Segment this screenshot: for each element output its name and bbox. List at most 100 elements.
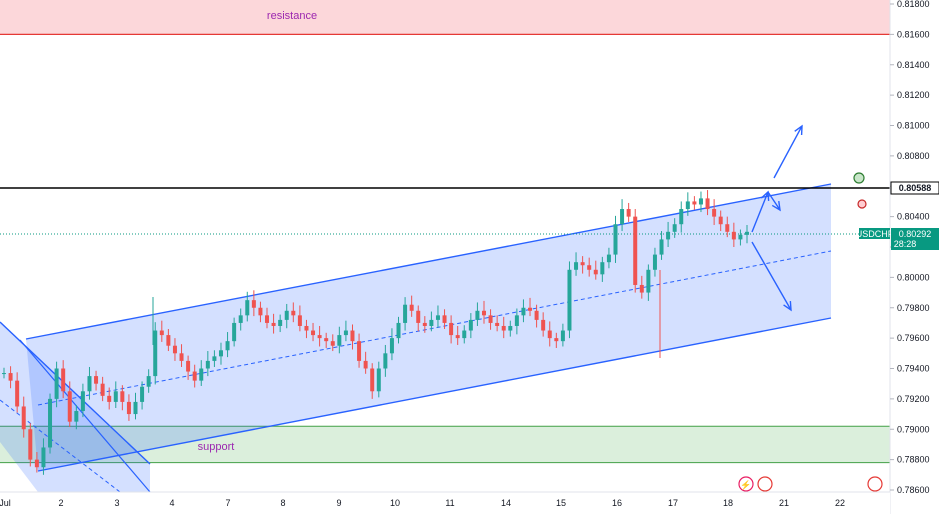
rising-channel-fill[interactable] bbox=[26, 184, 831, 471]
candle-body[interactable] bbox=[284, 310, 289, 320]
candle-body[interactable] bbox=[67, 391, 72, 422]
projection-arrow-up-1[interactable] bbox=[751, 191, 769, 233]
candle-body[interactable] bbox=[140, 386, 145, 402]
candle-body[interactable] bbox=[186, 360, 191, 372]
candle-body[interactable] bbox=[633, 216, 638, 285]
falling-channel-lower-line[interactable] bbox=[19, 339, 151, 493]
price-axis[interactable] bbox=[890, 0, 939, 514]
candle-body[interactable] bbox=[541, 319, 546, 331]
candle-body[interactable] bbox=[389, 338, 394, 354]
candle-body[interactable] bbox=[179, 353, 184, 361]
level-price-tag[interactable] bbox=[890, 181, 939, 195]
candle-body[interactable] bbox=[462, 330, 467, 339]
candle-body[interactable] bbox=[245, 300, 250, 316]
projection-arrow-up-2[interactable] bbox=[773, 125, 803, 179]
candle-body[interactable] bbox=[429, 319, 434, 326]
candle-body[interactable] bbox=[370, 368, 375, 392]
candle-body[interactable] bbox=[218, 350, 223, 357]
resistance-zone[interactable] bbox=[0, 0, 890, 35]
us-flag-event-icon-2[interactable] bbox=[867, 476, 883, 492]
candle-body[interactable] bbox=[271, 322, 276, 326]
candle-body[interactable] bbox=[712, 209, 717, 217]
candle-body[interactable] bbox=[21, 406, 26, 430]
candle-body[interactable] bbox=[593, 269, 598, 275]
candle-body[interactable] bbox=[166, 335, 171, 346]
falling-channel-fill[interactable] bbox=[0, 322, 150, 492]
candle-body[interactable] bbox=[705, 198, 710, 210]
candle-body[interactable] bbox=[337, 335, 342, 346]
channel-upper-line[interactable] bbox=[25, 183, 832, 340]
candle-body[interactable] bbox=[442, 315, 447, 323]
candle-body[interactable] bbox=[475, 310, 480, 320]
us-flag-event-icon[interactable] bbox=[757, 476, 773, 492]
candle-body[interactable] bbox=[422, 322, 427, 326]
candle-body[interactable] bbox=[580, 262, 585, 266]
candle-body[interactable] bbox=[718, 216, 723, 225]
candle-body[interactable] bbox=[357, 341, 362, 361]
candle-body[interactable] bbox=[745, 231, 749, 235]
candle-body[interactable] bbox=[547, 330, 552, 339]
candle-body[interactable] bbox=[396, 322, 401, 339]
candle-body[interactable] bbox=[311, 330, 316, 336]
candle-body[interactable] bbox=[620, 209, 625, 225]
candle-body[interactable] bbox=[238, 315, 243, 323]
candle-body[interactable] bbox=[672, 224, 677, 232]
candle-body[interactable] bbox=[74, 411, 79, 422]
candle-body[interactable] bbox=[679, 209, 684, 225]
candle-body[interactable] bbox=[666, 231, 671, 240]
candle-body[interactable] bbox=[731, 231, 736, 240]
lightning-event-icon[interactable] bbox=[738, 476, 754, 492]
candle-body[interactable] bbox=[34, 459, 39, 468]
candle-body[interactable] bbox=[54, 368, 59, 399]
candle-body[interactable] bbox=[126, 401, 131, 415]
candle-body[interactable] bbox=[2, 373, 6, 375]
candle-body[interactable] bbox=[343, 330, 348, 336]
candle-body[interactable] bbox=[15, 380, 20, 407]
candle-body[interactable] bbox=[514, 315, 519, 326]
candle-body[interactable] bbox=[205, 360, 210, 369]
candle-body[interactable] bbox=[120, 391, 125, 402]
candle-body[interactable] bbox=[87, 376, 92, 392]
candle-body[interactable] bbox=[725, 224, 730, 232]
candle-body[interactable] bbox=[113, 391, 118, 402]
candle-body[interactable] bbox=[528, 307, 533, 311]
candle-body[interactable] bbox=[646, 269, 651, 293]
candle-body[interactable] bbox=[488, 315, 493, 323]
candle-body[interactable] bbox=[159, 330, 164, 336]
candle-body[interactable] bbox=[659, 239, 664, 255]
candle-body[interactable] bbox=[363, 360, 368, 369]
candle-body[interactable] bbox=[225, 341, 230, 351]
candle-body[interactable] bbox=[232, 322, 237, 342]
candle-body[interactable] bbox=[455, 335, 460, 339]
candle-body[interactable] bbox=[468, 319, 473, 331]
candle-body[interactable] bbox=[100, 383, 105, 396]
candle-body[interactable] bbox=[606, 254, 611, 263]
channel-lower-line[interactable] bbox=[37, 317, 832, 472]
candle-body[interactable] bbox=[738, 234, 743, 240]
candle-body[interactable] bbox=[698, 198, 703, 205]
candle-body[interactable] bbox=[495, 322, 500, 326]
green-signal-marker[interactable] bbox=[853, 172, 865, 184]
candle-body[interactable] bbox=[265, 315, 270, 323]
candle-body[interactable] bbox=[409, 304, 414, 311]
candle-body[interactable] bbox=[613, 224, 618, 255]
candle-body[interactable] bbox=[383, 353, 388, 369]
candle-body[interactable] bbox=[258, 307, 263, 316]
candle-body[interactable] bbox=[324, 338, 329, 342]
candle-body[interactable] bbox=[587, 265, 592, 270]
candle-body[interactable] bbox=[172, 345, 177, 354]
candle-body[interactable] bbox=[107, 395, 112, 402]
candle-body[interactable] bbox=[560, 330, 565, 342]
candle-body[interactable] bbox=[574, 262, 579, 270]
candle-body[interactable] bbox=[521, 307, 526, 316]
candle-body[interactable] bbox=[192, 371, 197, 381]
candle-body[interactable] bbox=[317, 335, 322, 339]
candle-body[interactable] bbox=[80, 391, 85, 412]
candle-body[interactable] bbox=[350, 330, 355, 342]
candle-body[interactable] bbox=[199, 368, 204, 381]
candle-body[interactable] bbox=[146, 376, 151, 387]
candle-body[interactable] bbox=[639, 284, 644, 293]
candle-body[interactable] bbox=[278, 319, 283, 326]
candle-body[interactable] bbox=[534, 310, 539, 320]
